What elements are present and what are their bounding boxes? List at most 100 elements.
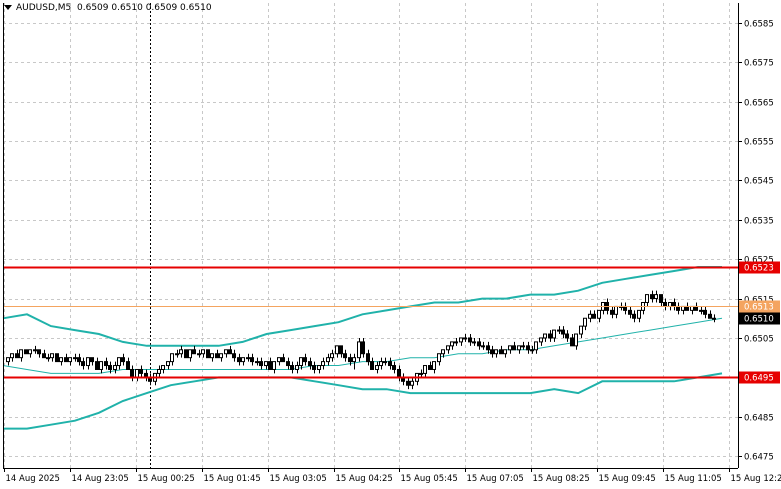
candle-body: [521, 345, 525, 348]
candle-body: [113, 365, 117, 370]
candle-body: [135, 368, 139, 378]
candle-body: [454, 341, 458, 344]
candle-body: [539, 337, 543, 343]
candle-body: [179, 349, 183, 355]
price-tick-label: 0.6585: [744, 20, 774, 30]
candle-body: [117, 357, 121, 367]
last-price-tag: [738, 312, 780, 325]
price-tick-label: 0.6555: [744, 138, 774, 148]
candle-body: [59, 357, 63, 363]
candle-body: [397, 368, 401, 378]
chart-header: AUDUSD,M5 0.6509 0.6510 0.6509 0.6510: [4, 3, 212, 13]
candle-body: [543, 333, 547, 339]
candle-body: [308, 361, 312, 367]
candle-body: [534, 341, 538, 351]
candle-body: [694, 305, 698, 311]
candle-body: [37, 349, 41, 355]
candle-body: [410, 380, 414, 386]
time-tick-label: 15 Aug 07:05: [467, 474, 524, 484]
bollinger-lower-band: [3, 372, 723, 430]
candle-body: [361, 341, 365, 355]
candle-body: [446, 345, 450, 351]
candle-body: [468, 337, 472, 343]
time-tick-label: 15 Aug 05:45: [401, 474, 458, 484]
candle-body: [659, 294, 663, 303]
candle-body: [184, 349, 188, 359]
candle-body: [255, 361, 259, 364]
price-tick-label: 0.6525: [744, 256, 774, 266]
price-tick-label: 0.6545: [744, 177, 774, 187]
candle-body: [463, 337, 467, 340]
candle-body: [95, 361, 99, 370]
candle-body: [459, 337, 463, 343]
candle-body: [50, 353, 54, 359]
candle-body: [33, 349, 37, 352]
candle-body: [472, 341, 476, 344]
candle-body: [55, 353, 59, 363]
time-tick-label: 15 Aug 11:05: [665, 474, 722, 484]
support-price-tag: [738, 371, 780, 384]
candle-body: [157, 368, 161, 374]
price-tick-label: 0.6475: [744, 453, 774, 463]
candle-body: [241, 357, 245, 363]
candle-body: [614, 305, 618, 315]
candle-body: [637, 309, 641, 319]
candle-body: [712, 317, 716, 320]
candle-body: [326, 357, 330, 363]
candle-body: [139, 368, 143, 374]
candle-body: [654, 294, 658, 300]
bollinger-upper-band: [2, 266, 722, 347]
candle-body: [357, 341, 361, 359]
candle-body: [290, 365, 294, 370]
candle-body: [690, 305, 694, 311]
candle-body: [312, 365, 316, 370]
candle-body: [99, 361, 103, 370]
candle-body: [552, 329, 556, 339]
candle-body: [24, 349, 28, 355]
candle-body: [42, 353, 46, 359]
candle-body: [104, 361, 108, 367]
candle-body: [388, 361, 392, 367]
candle-body: [708, 313, 712, 319]
candle-body: [268, 361, 272, 370]
current-price-label: 0.6513: [744, 303, 774, 313]
candle-body: [419, 372, 423, 375]
last-price-label: 0.6510: [744, 315, 774, 325]
candle-body: [250, 357, 254, 363]
price-tick-label: 0.6535: [744, 217, 774, 227]
candle-body: [206, 349, 210, 359]
candle-body: [650, 294, 654, 300]
candle-body: [610, 309, 614, 315]
chevron-down-icon[interactable]: [4, 5, 12, 10]
candle-body: [645, 294, 649, 303]
time-tick-label: 15 Aug 08:25: [533, 474, 590, 484]
candle-body: [597, 309, 601, 319]
price-tick-label: 0.6505: [744, 335, 774, 345]
candle-body: [130, 368, 134, 378]
candle-body: [237, 357, 241, 363]
candle-body: [15, 353, 19, 359]
candle-body: [68, 357, 72, 363]
candle-body: [161, 365, 165, 370]
candle-body: [339, 345, 343, 355]
candle-body: [259, 361, 263, 367]
candle-body: [392, 365, 396, 370]
candle-body: [175, 353, 179, 356]
candle-body: [73, 357, 77, 360]
candle-body: [685, 305, 689, 311]
price-tick-label: 0.6575: [744, 59, 774, 69]
candle-body: [126, 361, 130, 370]
candle-body: [46, 357, 50, 360]
candle-body: [317, 365, 321, 370]
current-price-tag: [738, 300, 780, 313]
candle-body: [352, 357, 356, 363]
candle-body: [348, 357, 352, 363]
candle-body: [583, 317, 587, 327]
candle-body: [192, 349, 196, 355]
candle-body: [561, 329, 565, 335]
candle-body: [672, 301, 676, 307]
candle-body: [628, 309, 632, 315]
candle-body: [335, 345, 339, 355]
